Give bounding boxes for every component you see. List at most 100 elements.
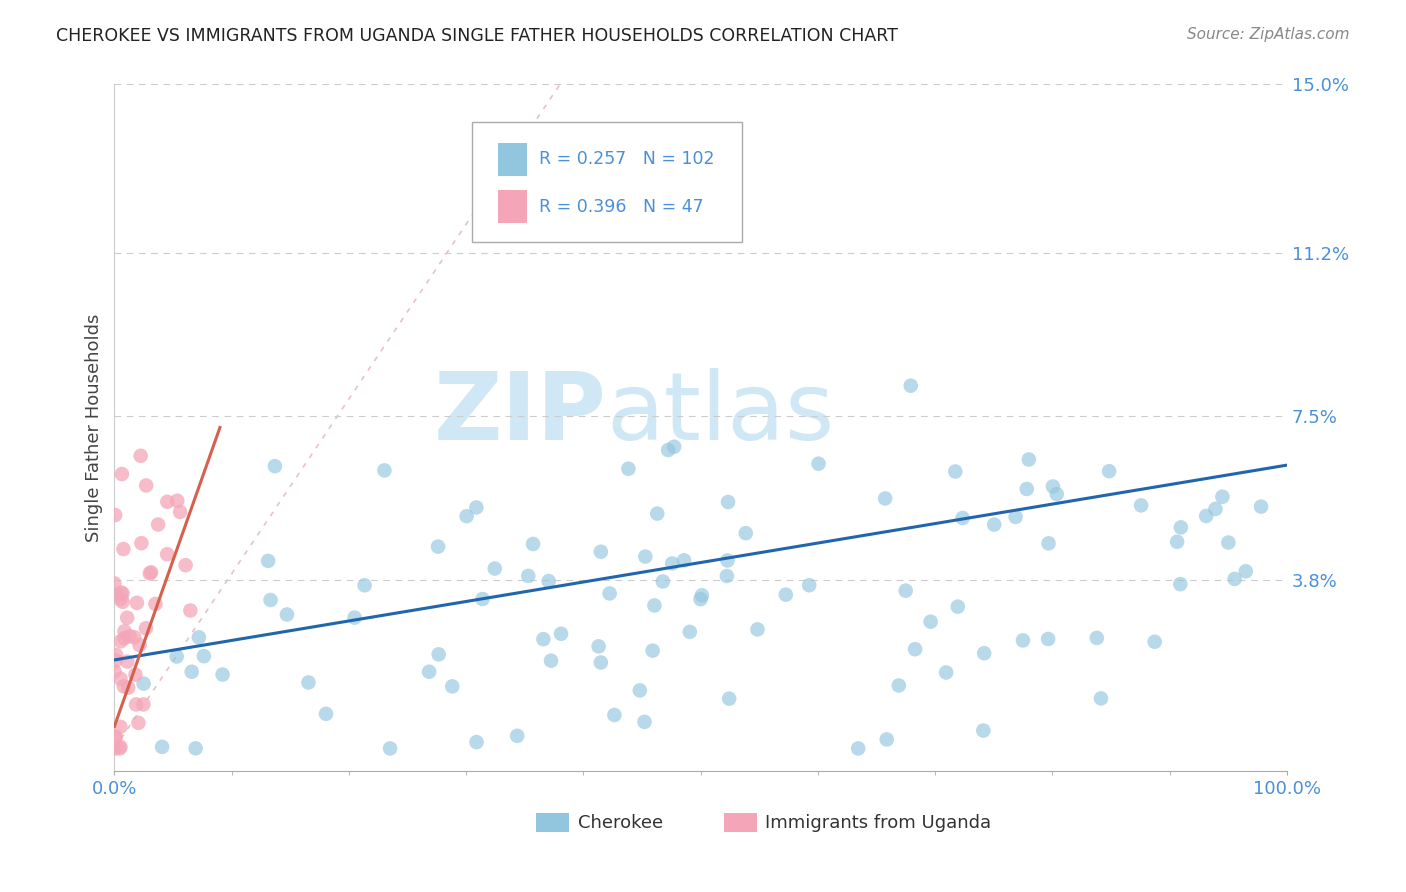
Point (135, 478, 157, 492)
Point (193, 649, 215, 664)
Point (645, 507, 668, 521)
Point (588, 640, 610, 654)
Point (257, 554, 280, 568)
Text: Source: ZipAtlas.com: Source: ZipAtlas.com (1187, 27, 1350, 42)
Point (747, 623, 769, 637)
Point (117, 681, 139, 695)
Point (589, 545, 612, 559)
Point (343, 610, 366, 624)
Point (166, 649, 188, 664)
Point (716, 569, 738, 583)
Point (875, 491, 897, 506)
Point (131, 536, 153, 550)
Point (132, 698, 155, 712)
Point (145, 597, 167, 611)
Point (132, 676, 155, 690)
Point (259, 593, 281, 607)
Point (112, 541, 135, 556)
Point (1046, 487, 1069, 501)
Point (900, 378, 922, 392)
Point (129, 449, 152, 463)
Point (211, 667, 233, 681)
Point (1130, 499, 1153, 513)
Point (876, 732, 898, 747)
Point (1098, 464, 1121, 478)
Point (297, 675, 319, 690)
Point (972, 723, 994, 738)
Point (946, 599, 969, 614)
Point (104, 508, 127, 522)
Point (465, 500, 488, 515)
Point (589, 656, 612, 670)
Point (1004, 510, 1026, 524)
Point (184, 741, 207, 756)
Point (506, 729, 529, 743)
Point (603, 708, 626, 723)
Point (1015, 482, 1038, 496)
Point (1223, 572, 1246, 586)
Point (920, 615, 942, 629)
Point (628, 683, 651, 698)
Point (122, 630, 145, 644)
Point (1234, 564, 1257, 578)
Point (465, 735, 488, 749)
FancyBboxPatch shape (472, 122, 741, 243)
Point (717, 495, 740, 509)
Point (657, 443, 679, 458)
Text: R = 0.396   N = 47: R = 0.396 N = 47 (538, 197, 703, 216)
Point (599, 586, 621, 600)
Point (641, 643, 664, 657)
Point (104, 730, 127, 744)
Point (983, 517, 1005, 532)
Point (125, 596, 148, 610)
Point (156, 547, 179, 561)
Point (643, 599, 665, 613)
Point (634, 549, 657, 564)
Point (540, 654, 562, 668)
Y-axis label: Single Father Households: Single Father Households (86, 313, 103, 541)
Point (146, 517, 169, 532)
Point (169, 505, 191, 519)
Point (111, 467, 134, 481)
Point (973, 646, 995, 660)
Point (180, 665, 202, 679)
Point (105, 587, 128, 601)
Point (110, 720, 132, 734)
Point (1085, 631, 1108, 645)
Point (679, 624, 702, 639)
Point (1036, 632, 1059, 646)
Point (427, 648, 450, 662)
Point (1042, 479, 1064, 493)
Bar (498, 190, 527, 223)
Point (108, 741, 131, 756)
Point (111, 595, 134, 609)
Point (111, 586, 134, 600)
Point (104, 665, 127, 679)
Point (661, 557, 683, 571)
Point (550, 627, 572, 641)
Point (112, 679, 135, 693)
Point (150, 739, 173, 754)
Point (807, 457, 830, 471)
Point (522, 537, 544, 551)
Point (179, 603, 201, 617)
Point (276, 607, 298, 622)
Point (1250, 500, 1272, 514)
Point (264, 459, 287, 474)
Point (846, 741, 869, 756)
Point (125, 698, 148, 712)
Point (105, 648, 128, 662)
Point (135, 621, 157, 635)
Point (139, 566, 162, 580)
Point (617, 461, 640, 475)
Point (441, 679, 464, 693)
Text: CHEROKEE VS IMMIGRANTS FROM UGANDA SINGLE FATHER HOUSEHOLDS CORRELATION CHART: CHEROKEE VS IMMIGRANTS FROM UGANDA SINGL… (56, 27, 898, 45)
Point (166, 493, 188, 508)
Point (110, 585, 132, 599)
Point (672, 553, 695, 567)
Point (1204, 502, 1226, 516)
Point (139, 566, 162, 581)
Point (124, 667, 146, 681)
Point (315, 706, 337, 721)
Point (103, 576, 125, 591)
